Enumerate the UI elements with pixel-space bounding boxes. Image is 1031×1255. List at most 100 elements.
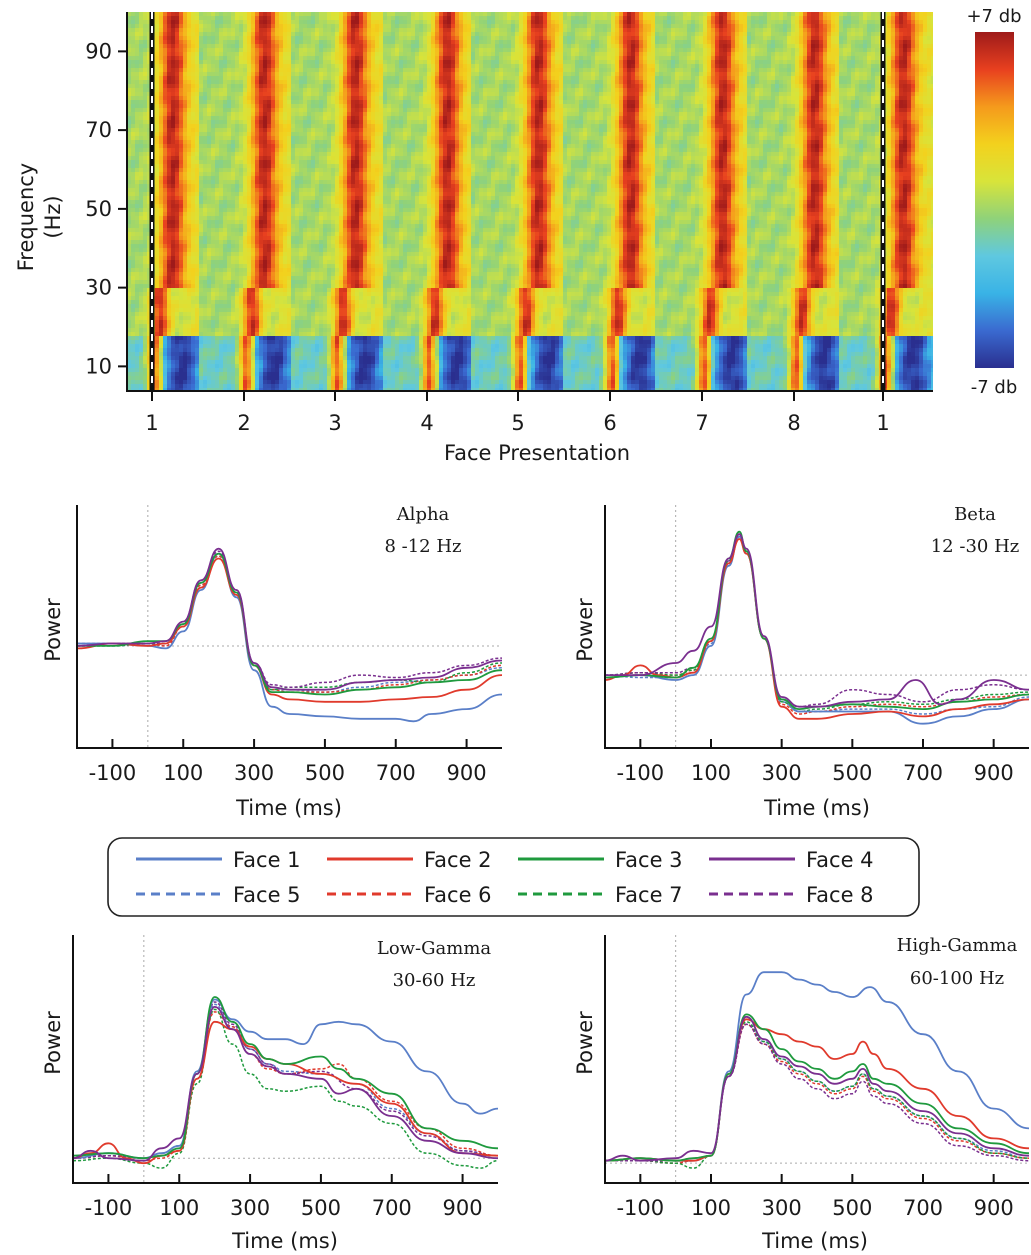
heatmap-cell — [819, 12, 823, 16]
heatmap-cell — [859, 44, 863, 48]
heatmap-cell — [671, 44, 675, 48]
heatmap-cell — [447, 36, 451, 40]
heatmap-cell — [527, 36, 531, 40]
heatmap-cell — [303, 48, 307, 52]
heatmap-cell — [675, 40, 679, 44]
heatmap-cell — [631, 40, 635, 44]
heatmap-cell — [675, 16, 679, 20]
heatmap-cell — [571, 36, 575, 40]
heatmap-cell — [391, 40, 395, 44]
heatmap-cell — [795, 32, 799, 36]
heatmap-cell — [759, 16, 763, 20]
heatmap-cell — [299, 48, 303, 52]
heatmap-cell — [731, 28, 735, 32]
heatmap-cell — [395, 16, 399, 20]
heatmap-cell — [291, 36, 295, 40]
heatmap-cell — [707, 36, 711, 40]
heatmap-cell — [171, 20, 175, 24]
heatmap-cell — [563, 24, 567, 28]
heatmap-cell — [447, 28, 451, 32]
heatmap-cell — [399, 44, 403, 48]
heatmap-cell — [911, 16, 915, 20]
heatmap-cell — [307, 40, 311, 44]
heatmap-cell — [175, 28, 179, 32]
heatmap-cell — [771, 16, 775, 20]
heatmap-cell — [735, 32, 739, 36]
heatmap-cell — [255, 44, 259, 48]
heatmap-cell — [215, 36, 219, 40]
heatmap-cell — [335, 44, 339, 48]
heatmap-cell — [203, 36, 207, 40]
heatmap-cell — [415, 16, 419, 20]
heatmap-cell — [491, 36, 495, 40]
heatmap-cell — [191, 12, 195, 16]
heatmap-cell — [911, 36, 915, 40]
heatmap-cell — [371, 20, 375, 24]
heatmap-cell — [559, 36, 563, 40]
heatmap-cell — [319, 20, 323, 24]
heatmap-cell — [643, 12, 647, 16]
heatmap-cell — [927, 44, 931, 48]
heatmap-cell — [827, 36, 831, 40]
heatmap-cell — [223, 20, 227, 24]
heatmap-cell — [519, 28, 523, 32]
heatmap-cell — [843, 16, 847, 20]
heatmap-cell — [783, 28, 787, 32]
heatmap-cell — [847, 16, 851, 20]
heatmap-cell — [459, 36, 463, 40]
heatmap-cell — [491, 16, 495, 20]
heatmap-cell — [723, 36, 727, 40]
heatmap-cell — [419, 40, 423, 44]
heatmap-cell — [687, 32, 691, 36]
heatmap-cell — [455, 40, 459, 44]
heatmap-cell — [263, 28, 267, 32]
heatmap-cell — [711, 12, 715, 16]
heatmap-cell — [367, 24, 371, 28]
heatmap-cell — [707, 16, 711, 20]
heatmap-cell — [607, 16, 611, 20]
heatmap-cell — [783, 44, 787, 48]
heatmap-cell — [307, 20, 311, 24]
heatmap-cell — [179, 28, 183, 32]
heatmap-cell — [855, 20, 859, 24]
heatmap-cell — [643, 36, 647, 40]
heatmap-cell — [603, 28, 607, 32]
heatmap-cell — [555, 32, 559, 36]
heatmap-cell — [327, 12, 331, 16]
heatmap-cell — [343, 16, 347, 20]
heatmap-cell — [471, 36, 475, 40]
heatmap-cell — [503, 44, 507, 48]
heatmap-cell — [655, 44, 659, 48]
heatmap-cell — [467, 28, 471, 32]
heatmap-cell — [919, 24, 923, 28]
heatmap-cell — [863, 32, 867, 36]
heatmap-cell — [647, 28, 651, 32]
heatmap-cell — [659, 28, 663, 32]
heatmap-cell — [527, 24, 531, 28]
heatmap-cell — [443, 16, 447, 20]
heatmap-cell — [479, 36, 483, 40]
heatmap-cell — [743, 44, 747, 48]
heatmap-cell — [427, 40, 431, 44]
heatmap-cell — [819, 16, 823, 20]
heatmap-cell — [663, 44, 667, 48]
heatmap-cell — [775, 32, 779, 36]
heatmap-cell — [323, 36, 327, 40]
heatmap-cell — [931, 16, 935, 20]
heatmap-cell — [827, 16, 831, 20]
heatmap-cell — [587, 20, 591, 24]
heatmap-cell — [535, 20, 539, 24]
heatmap-cell — [279, 32, 283, 36]
heatmap-cell — [487, 40, 491, 44]
heatmap-cell — [611, 20, 615, 24]
heatmap-cell — [399, 36, 403, 40]
heatmap-cell — [691, 28, 695, 32]
heatmap-cell — [583, 32, 587, 36]
heatmap-cell — [619, 12, 623, 16]
heatmap-cell — [859, 12, 863, 16]
heatmap-cell — [903, 40, 907, 44]
heatmap-cell — [655, 40, 659, 44]
heatmap-cell — [323, 44, 327, 48]
heatmap-cell — [295, 16, 299, 20]
heatmap-cell — [903, 20, 907, 24]
